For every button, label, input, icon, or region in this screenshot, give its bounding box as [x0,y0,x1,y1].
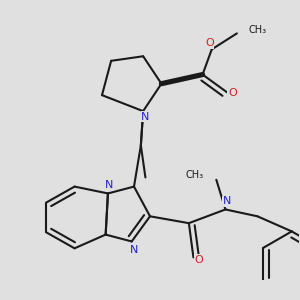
Text: N: N [223,196,231,206]
Text: O: O [205,38,214,48]
Text: O: O [195,255,203,265]
Text: N: N [130,245,138,255]
Text: CH₃: CH₃ [185,170,203,180]
Text: N: N [141,112,150,122]
Text: O: O [228,88,237,98]
Text: CH₃: CH₃ [248,25,266,35]
Text: N: N [105,180,113,190]
